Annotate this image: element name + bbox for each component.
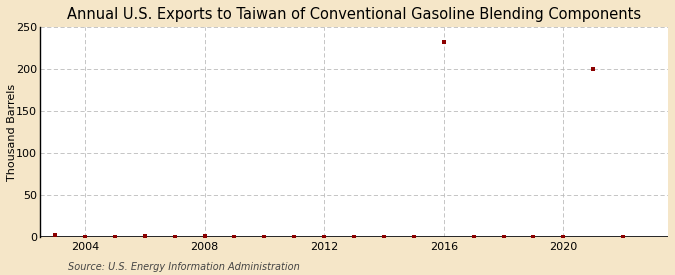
Point [289, 234, 300, 239]
Point [49, 233, 60, 237]
Y-axis label: Thousand Barrels: Thousand Barrels [7, 84, 17, 181]
Point [229, 234, 240, 239]
Title: Annual U.S. Exports to Taiwan of Conventional Gasoline Blending Components: Annual U.S. Exports to Taiwan of Convent… [67, 7, 641, 22]
Point [588, 67, 599, 72]
Point [139, 233, 150, 238]
Point [528, 234, 539, 239]
Point [169, 234, 180, 239]
Point [438, 39, 449, 44]
Point [379, 234, 389, 239]
Point [558, 234, 569, 239]
Point [618, 234, 628, 239]
Point [408, 234, 419, 239]
Point [498, 234, 509, 239]
Point [319, 234, 329, 239]
Text: Source: U.S. Energy Information Administration: Source: U.S. Energy Information Administ… [68, 262, 299, 272]
Point [109, 234, 120, 239]
Point [259, 234, 270, 239]
Point [348, 234, 359, 239]
Point [468, 234, 479, 239]
Point [199, 233, 210, 238]
Point [80, 234, 90, 239]
